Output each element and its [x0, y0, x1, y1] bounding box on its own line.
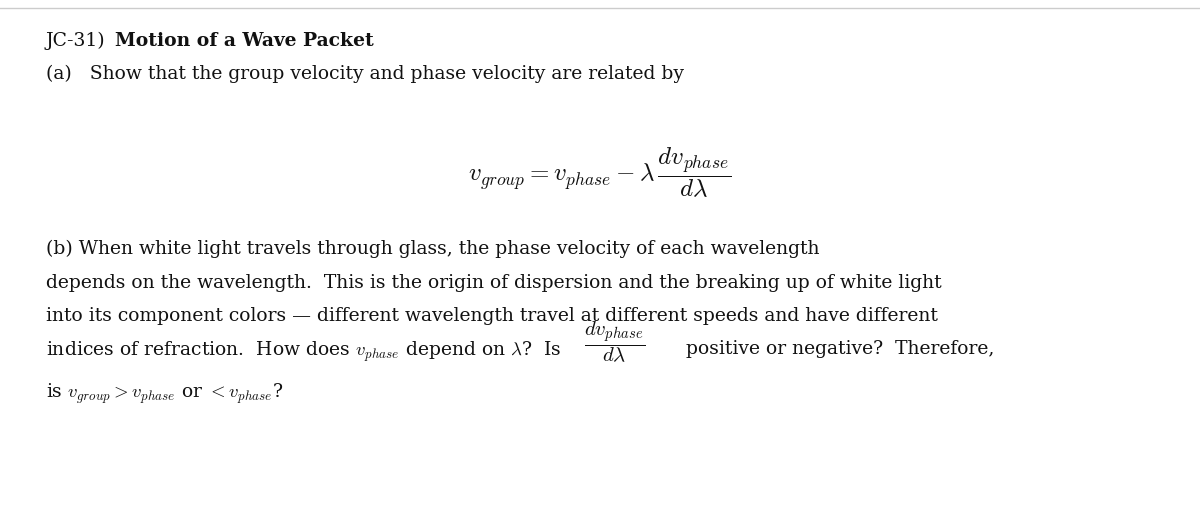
Text: is $v_{group} > v_{phase}$ or $< v_{phase}$?: is $v_{group} > v_{phase}$ or $< v_{phas…: [46, 381, 283, 406]
Text: (b) When white light travels through glass, the phase velocity of each wavelengt: (b) When white light travels through gla…: [46, 240, 820, 258]
Text: into its component colors — different wavelength travel at different speeds and : into its component colors — different wa…: [46, 307, 937, 325]
Text: $\dfrac{dv_{phase}}{d\lambda}$: $\dfrac{dv_{phase}}{d\lambda}$: [584, 320, 646, 366]
Text: JC-31): JC-31): [46, 32, 118, 50]
Text: positive or negative?  Therefore,: positive or negative? Therefore,: [686, 340, 995, 358]
Text: depends on the wavelength.  This is the origin of dispersion and the breaking up: depends on the wavelength. This is the o…: [46, 274, 941, 292]
Text: $v_{group} = v_{phase} - \lambda\,\dfrac{dv_{phase}}{d\lambda}$: $v_{group} = v_{phase} - \lambda\,\dfrac…: [468, 146, 732, 200]
Text: indices of refraction.  How does $v_{phase}$ depend on $\lambda$?  Is: indices of refraction. How does $v_{phas…: [46, 340, 562, 365]
Text: Motion of a Wave Packet: Motion of a Wave Packet: [115, 32, 374, 50]
Text: (a)   Show that the group velocity and phase velocity are related by: (a) Show that the group velocity and pha…: [46, 64, 684, 83]
